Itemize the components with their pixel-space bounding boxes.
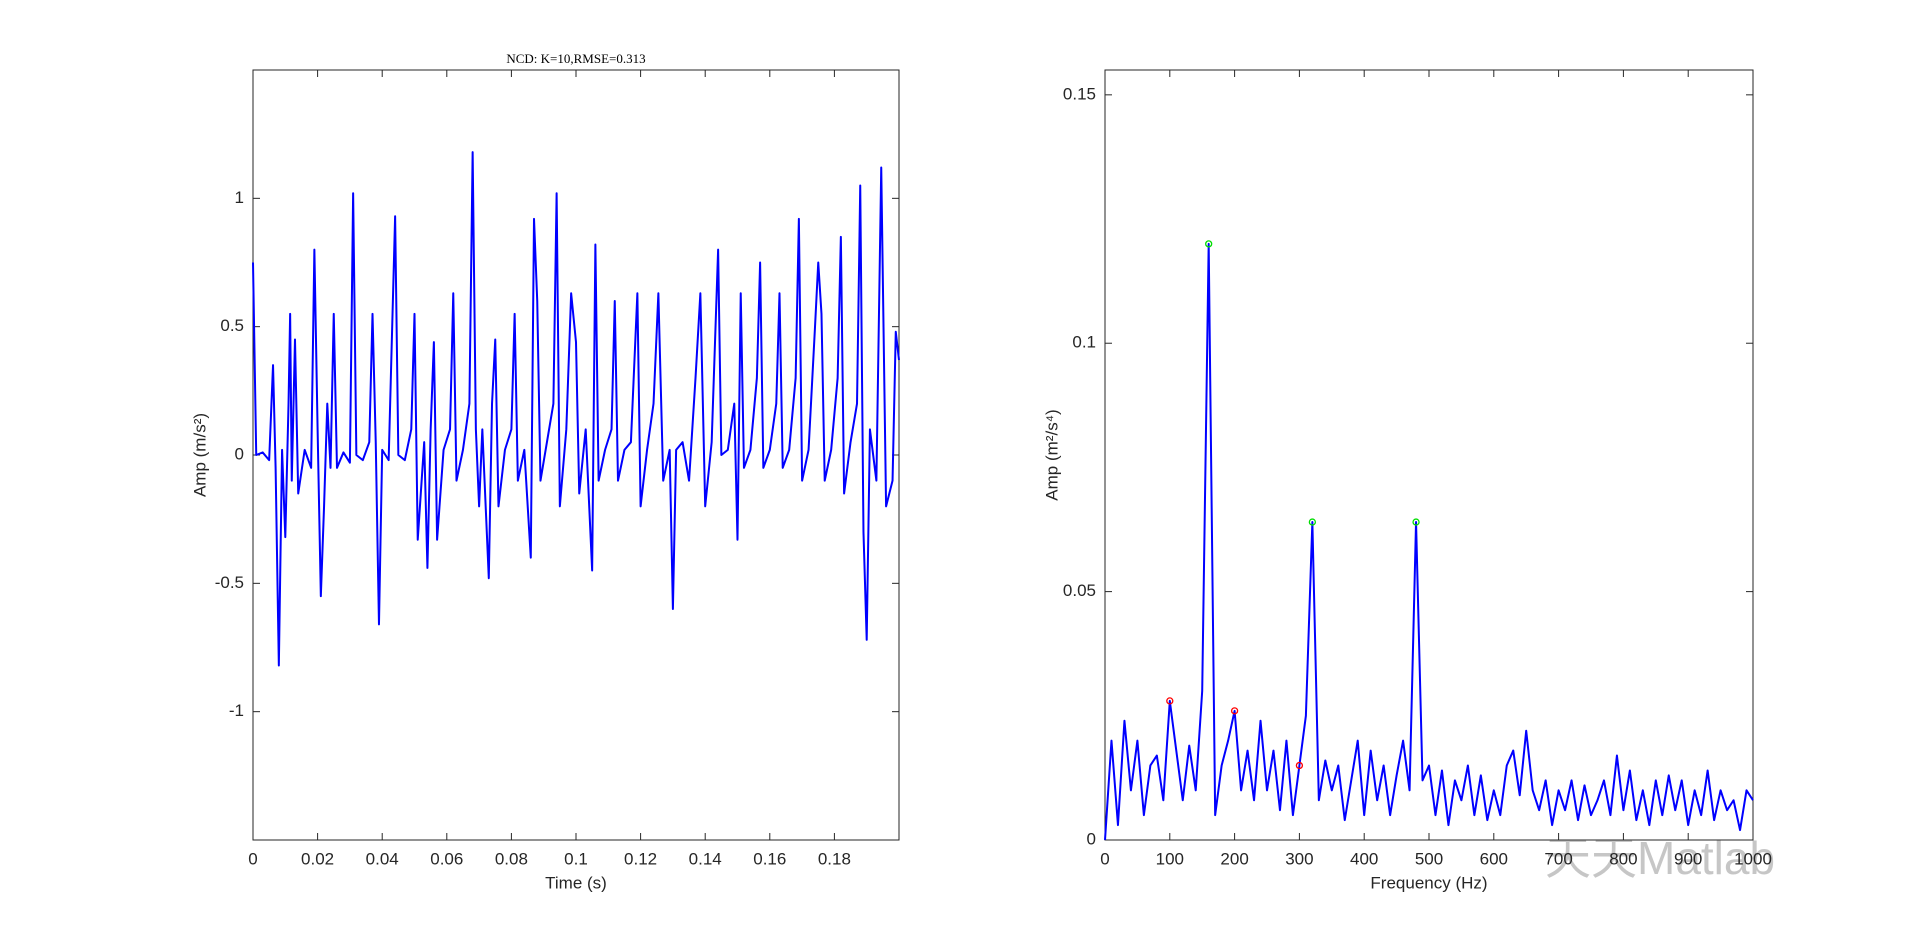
x-tick-label: 0.16 bbox=[753, 849, 786, 868]
y-axis-label: Amp (m/s²) bbox=[190, 413, 209, 497]
y-axis-label: Amp (m²/s⁴) bbox=[1042, 409, 1061, 500]
x-tick-label: 0.04 bbox=[366, 849, 399, 868]
y-tick-label: 0.15 bbox=[1063, 84, 1096, 103]
x-tick-label: 0.14 bbox=[689, 849, 722, 868]
y-tick-label: 0 bbox=[235, 444, 244, 463]
y-tick-label: 0.05 bbox=[1063, 581, 1096, 600]
peak-marker bbox=[1308, 518, 1317, 526]
x-tick-label: 500 bbox=[1415, 849, 1443, 868]
harmonic-marker bbox=[1230, 707, 1239, 715]
x-tick-label: 300 bbox=[1285, 849, 1313, 868]
y-tick-label: -0.5 bbox=[215, 573, 244, 592]
harmonic-marker bbox=[1295, 761, 1304, 770]
x-tick-label: 0.1 bbox=[564, 849, 588, 868]
x-tick-label: 900 bbox=[1674, 849, 1702, 868]
x-tick-label: 0.12 bbox=[624, 849, 657, 868]
x-tick-label: 0.18 bbox=[818, 849, 851, 868]
peak-marker bbox=[1205, 240, 1213, 248]
x-tick-label: 600 bbox=[1480, 849, 1508, 868]
x-tick-label: 0.06 bbox=[430, 849, 463, 868]
x-tick-label: 200 bbox=[1220, 849, 1248, 868]
peak-marker bbox=[1412, 518, 1420, 526]
y-tick-label: 1 bbox=[235, 188, 244, 207]
chart-title: NCD: K=10,RMSE=0.313 bbox=[506, 51, 645, 66]
x-tick-label: 0 bbox=[1100, 849, 1109, 868]
x-tick-label: 100 bbox=[1156, 849, 1184, 868]
y-tick-label: -1 bbox=[229, 701, 244, 720]
x-axis-label: Time (s) bbox=[545, 873, 607, 892]
y-tick-label: 0.1 bbox=[1072, 333, 1096, 352]
x-tick-label: 0.02 bbox=[301, 849, 334, 868]
y-tick-label: 0 bbox=[1087, 829, 1096, 848]
harmonic-marker bbox=[1166, 697, 1174, 705]
x-tick-label: 1000 bbox=[1734, 849, 1772, 868]
data-line bbox=[252, 151, 900, 667]
watermark: 天天Matlab bbox=[1545, 832, 1775, 884]
x-tick-label: 0 bbox=[248, 849, 257, 868]
x-tick-label: 800 bbox=[1609, 849, 1637, 868]
x-axis-label: Frequency (Hz) bbox=[1370, 873, 1487, 892]
y-tick-label: 0.5 bbox=[220, 316, 244, 335]
x-tick-label: 700 bbox=[1544, 849, 1572, 868]
x-tick-label: 0.08 bbox=[495, 849, 528, 868]
plot-area bbox=[252, 69, 900, 841]
plot-area bbox=[1104, 69, 1754, 841]
data-line bbox=[1104, 242, 1754, 841]
x-tick-label: 400 bbox=[1350, 849, 1378, 868]
